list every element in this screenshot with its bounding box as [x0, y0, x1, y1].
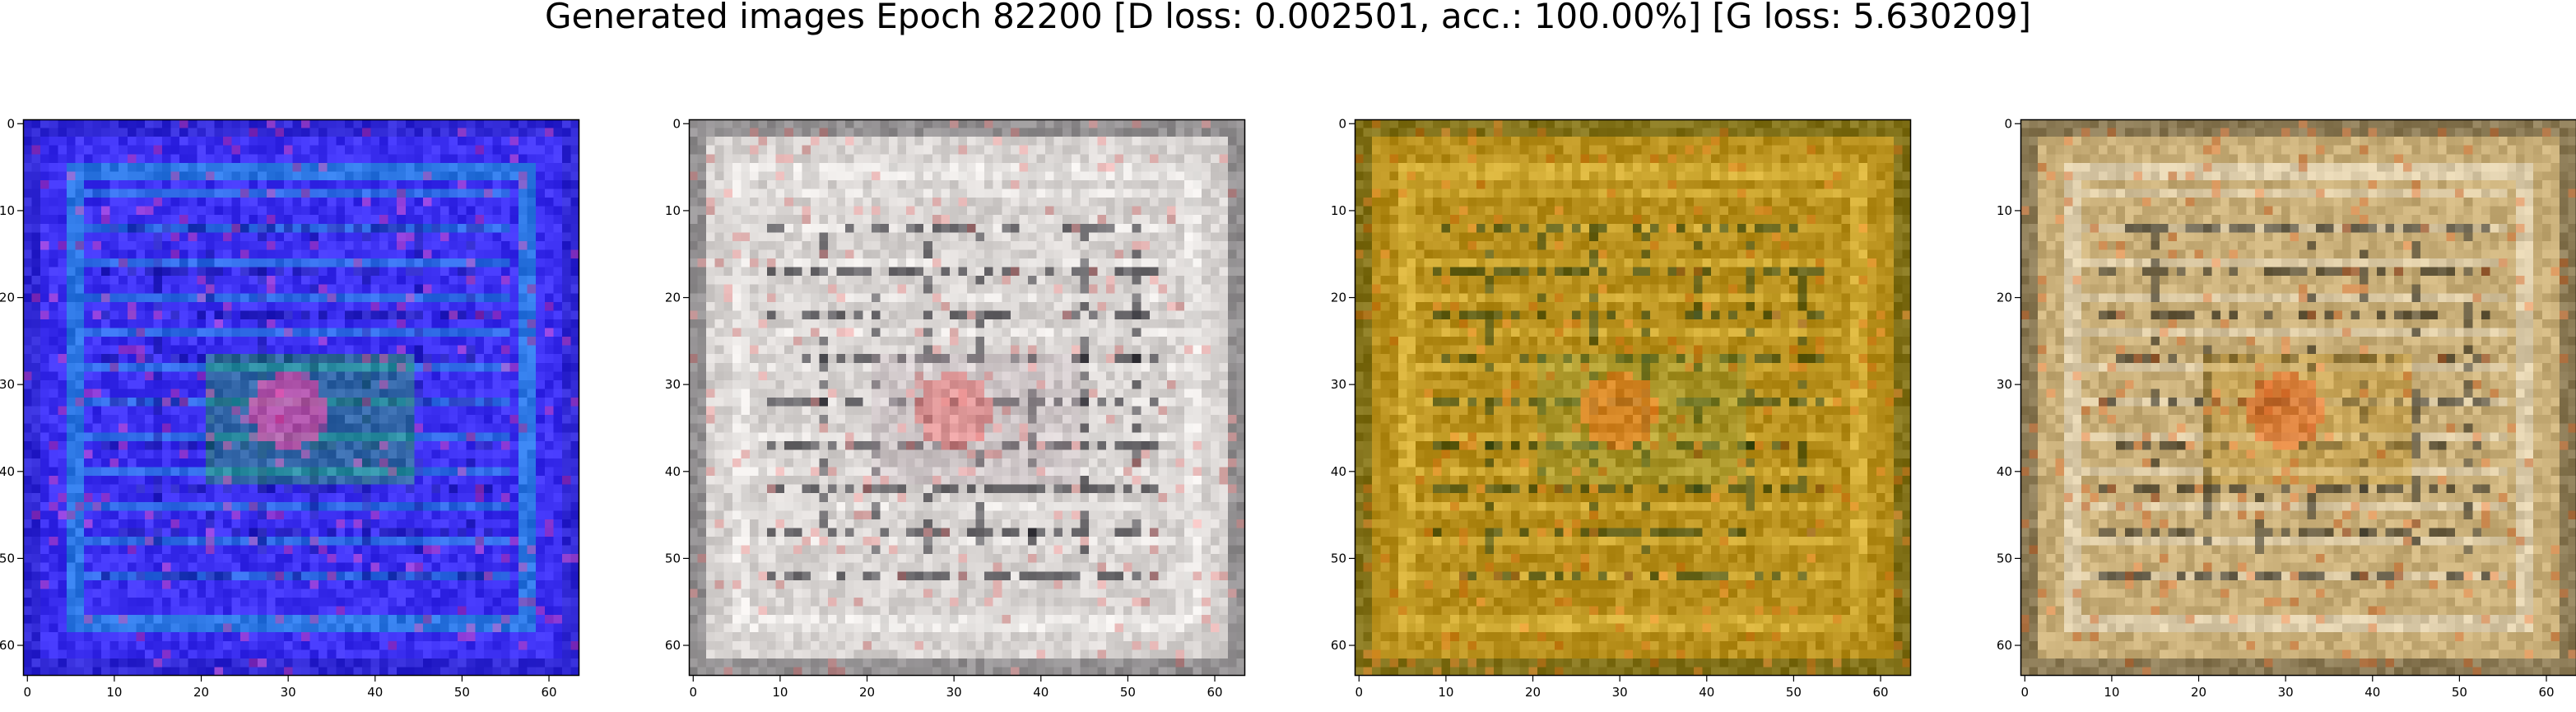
x-tick-label: 0 — [2021, 685, 2030, 700]
x-tick-label: 50 — [1120, 685, 1136, 700]
x-tick-label: 0 — [690, 685, 698, 700]
x-tick-label: 10 — [2104, 685, 2119, 700]
y-tick-label: 60 — [1331, 638, 1346, 653]
y-tick-label: 30 — [0, 377, 15, 392]
x-tick-label: 30 — [281, 685, 296, 700]
x-tick-label: 0 — [1355, 685, 1364, 700]
x-tick-label: 30 — [2278, 685, 2294, 700]
y-tick-label: 40 — [0, 464, 15, 479]
generated-image-raster — [689, 119, 1245, 676]
y-tick-label: 60 — [1997, 638, 2012, 653]
y-tick-label: 50 — [0, 551, 15, 565]
y-tick-label: 40 — [665, 464, 681, 479]
x-tick-label: 20 — [193, 685, 209, 700]
x-tick-label: 30 — [1612, 685, 1628, 700]
x-tick-label: 50 — [1786, 685, 1802, 700]
generated-image-raster — [1355, 119, 1911, 676]
y-tick-label: 40 — [1331, 464, 1346, 479]
y-tick-label: 0 — [2004, 116, 2012, 131]
x-tick-label: 60 — [2538, 685, 2554, 700]
y-tick-label: 20 — [0, 291, 15, 305]
y-tick-label: 50 — [665, 551, 681, 565]
y-tick-label: 0 — [1338, 116, 1346, 131]
x-tick-label: 10 — [772, 685, 788, 700]
y-tick-label: 0 — [672, 116, 681, 131]
y-tick-label: 60 — [665, 638, 681, 653]
x-tick-label: 40 — [367, 685, 383, 700]
x-tick-label: 40 — [2364, 685, 2380, 700]
generated-image-raster — [2020, 119, 2576, 676]
y-tick-label: 0 — [7, 116, 15, 131]
y-tick-label: 10 — [665, 203, 681, 218]
x-tick-label: 60 — [541, 685, 556, 700]
x-tick-label: 10 — [1438, 685, 1453, 700]
x-tick-label: 20 — [2191, 685, 2206, 700]
x-tick-label: 0 — [24, 685, 32, 700]
y-tick-label: 60 — [0, 638, 15, 653]
x-tick-label: 20 — [859, 685, 875, 700]
y-tick-label: 10 — [1331, 203, 1346, 218]
y-tick-label: 20 — [1331, 291, 1346, 305]
x-tick-label: 10 — [106, 685, 122, 700]
x-tick-label: 50 — [2452, 685, 2467, 700]
figure-title: Generated images Epoch 82200 [D loss: 0.… — [0, 0, 2576, 33]
y-tick-label: 30 — [665, 377, 681, 392]
x-tick-label: 30 — [946, 685, 962, 700]
y-tick-label: 20 — [665, 291, 681, 305]
x-tick-label: 60 — [1207, 685, 1222, 700]
x-tick-label: 50 — [454, 685, 470, 700]
generated-image-raster — [23, 119, 579, 676]
y-tick-label: 40 — [1997, 464, 2012, 479]
x-tick-label: 20 — [1525, 685, 1541, 700]
y-tick-label: 10 — [1997, 203, 2012, 218]
y-tick-label: 50 — [1997, 551, 2012, 565]
y-tick-label: 30 — [1997, 377, 2012, 392]
x-tick-label: 40 — [1033, 685, 1049, 700]
x-tick-label: 60 — [1872, 685, 1888, 700]
y-tick-label: 50 — [1331, 551, 1346, 565]
x-tick-label: 40 — [1699, 685, 1714, 700]
y-tick-label: 20 — [1997, 291, 2012, 305]
y-tick-label: 10 — [0, 203, 15, 218]
y-tick-label: 30 — [1331, 377, 1346, 392]
